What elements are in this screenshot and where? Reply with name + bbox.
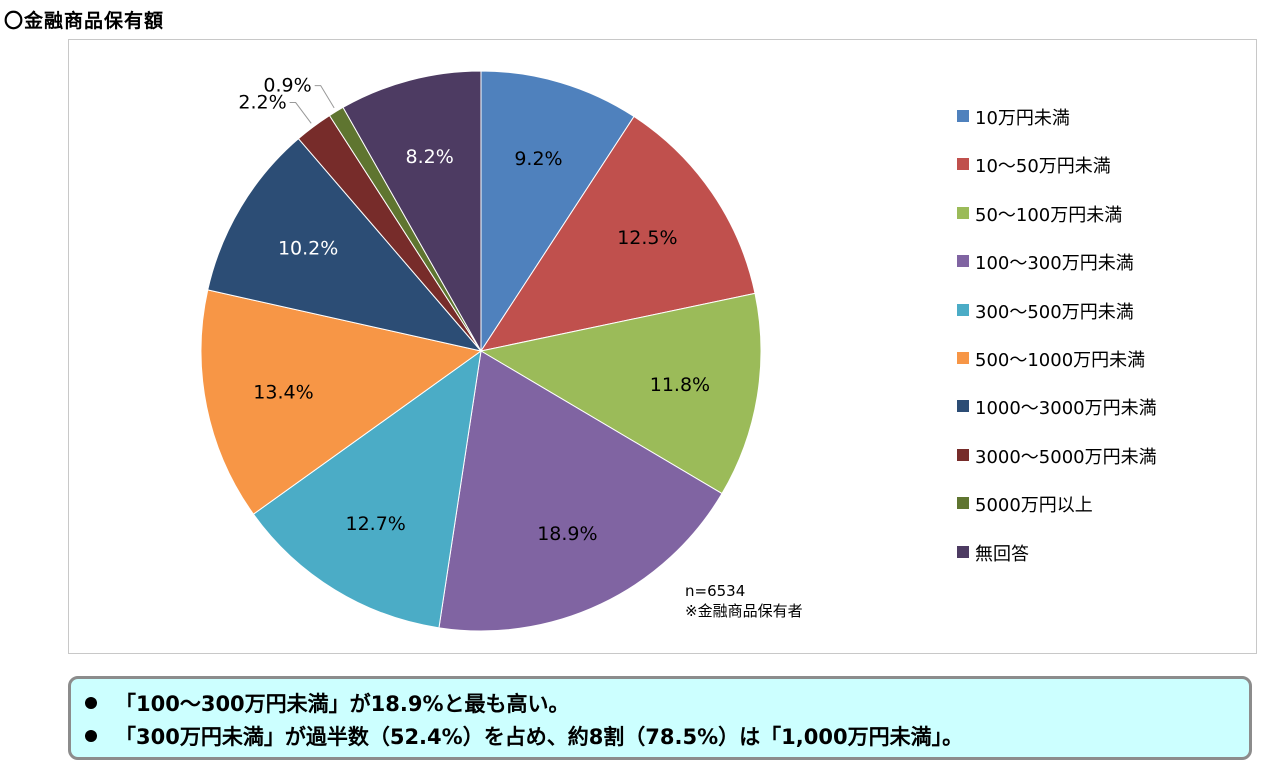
- data-label-8: 2.2%: [238, 92, 286, 114]
- pie-slice-7: [207, 137, 483, 352]
- legend-label: 5000万円以上: [975, 495, 1093, 517]
- data-label-7: 10.2%: [278, 237, 338, 259]
- legend-swatch: [957, 110, 969, 122]
- data-label-2: 12.5%: [617, 227, 677, 249]
- data-label-4: 18.9%: [537, 523, 597, 545]
- summary-line-2: 「300万円未満」が過半数（52.4%）を占め、約8割（78.5%）は「1,00…: [85, 721, 1249, 754]
- data-label-1: 9.2%: [514, 148, 562, 170]
- legend-swatch: [957, 545, 969, 558]
- summary-line-1: 「100～300万円未満」が18.9%と最も高い。: [85, 688, 1249, 721]
- legend-label: 10～50万円未満: [975, 156, 1111, 178]
- leader-line-9: [314, 85, 335, 109]
- pie-chart: 9.2% 12.5% 11.8% 18.9% 12.7% 13.4% 10.2% 2.2%0.…: [200, 70, 762, 632]
- pie-slice-2: [479, 115, 756, 352]
- data-label-6: 13.4%: [253, 381, 313, 403]
- page-title: 〇金融商品保有額: [4, 10, 165, 32]
- sample-size: n=6534: [685, 582, 746, 600]
- data-label-5: 12.7%: [345, 513, 405, 535]
- pie-slice-1: [480, 70, 635, 353]
- legend-label: 1000～3000万円未満: [975, 398, 1157, 420]
- pie-slice-4: [438, 350, 723, 632]
- legend-swatch: [957, 303, 969, 316]
- legend-label: 50～100万円未満: [975, 204, 1123, 226]
- legend-swatch: [957, 158, 969, 171]
- bullet-icon: [85, 730, 97, 742]
- chart-area: 9.2% 12.5% 11.8% 18.9% 12.7% 13.4% 10.2% 2.2% 0.…: [68, 39, 1257, 654]
- legend-label: 300～500万円未満: [975, 301, 1134, 323]
- legend-label: 500～1000万円未満: [975, 349, 1146, 371]
- summary-box: 「100～300万円未満」が18.9%と最も高い。 「300万円未満」が過半数（…: [68, 676, 1252, 760]
- legend-label: 無回答: [975, 543, 1029, 565]
- data-label-10: 8.2%: [405, 146, 453, 168]
- bullet-icon: [85, 697, 97, 709]
- legend-label: 100～300万円未満: [975, 253, 1134, 275]
- pie-slice-6: [200, 289, 483, 515]
- legend-label: 10万円未満: [975, 108, 1070, 129]
- legend-swatch: [957, 206, 969, 219]
- legend-swatch: [957, 255, 969, 268]
- data-label-3: 11.8%: [650, 374, 710, 396]
- sample-scope: ※金融商品保有者: [685, 602, 803, 620]
- legend-swatch: [957, 497, 969, 510]
- legend-swatch: [957, 448, 969, 461]
- leader-line-8: [289, 102, 312, 124]
- data-label-9: 0.9%: [263, 75, 311, 97]
- legend-swatch: [957, 351, 969, 364]
- chart-note: n=6534 ※金融商品保有者: [685, 581, 803, 621]
- legend-label: 3000～5000万円未満: [975, 446, 1157, 468]
- pie-slice-5: [252, 349, 482, 629]
- pie-slice-3: [479, 292, 762, 495]
- summary-text-2: 「300万円未満」が過半数（52.4%）を占め、約8割（78.5%）は「1,00…: [115, 725, 964, 749]
- pie-slice-10: [342, 70, 482, 353]
- legend-swatch: [957, 400, 969, 413]
- summary-text-1: 「100～300万円未満」が18.9%と最も高い。: [115, 692, 570, 716]
